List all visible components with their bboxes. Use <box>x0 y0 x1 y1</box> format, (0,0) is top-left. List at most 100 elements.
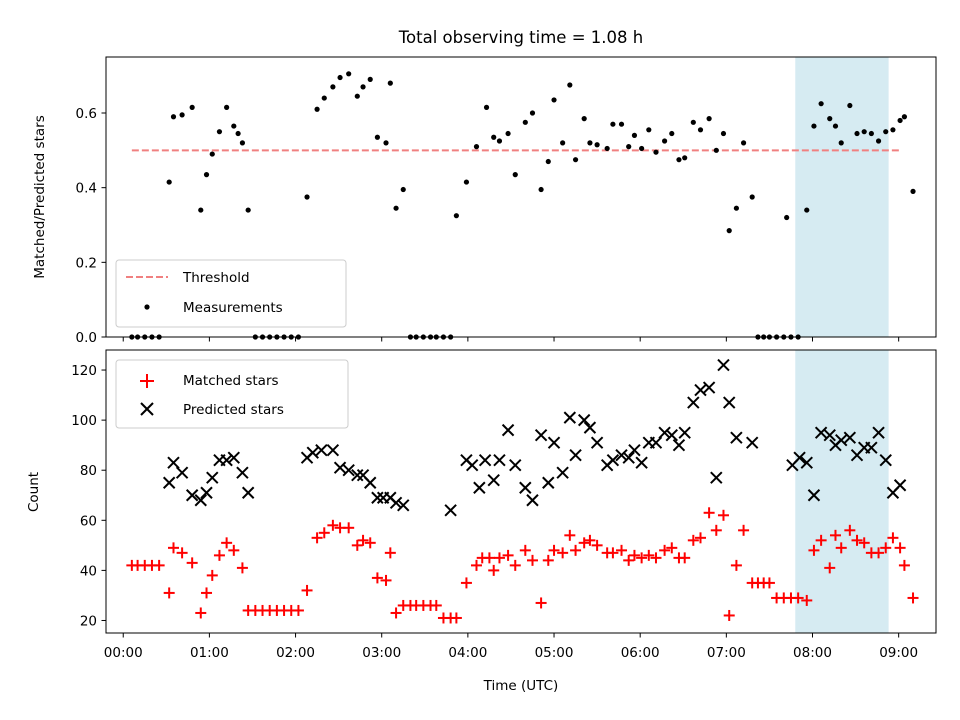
matched-star-point <box>801 594 813 606</box>
predicted-star-point <box>478 453 492 467</box>
bottom-y-axis-label: Count <box>26 472 42 512</box>
matched-star-point <box>659 544 671 556</box>
matched-star-point <box>694 532 706 544</box>
predicted-star-point <box>658 426 671 439</box>
matched-star-point <box>591 539 603 551</box>
matched-star-point <box>311 532 323 544</box>
x-tick-label: 01:00 <box>190 645 229 661</box>
matched-star-point <box>153 559 165 571</box>
x-tick-label: 07:00 <box>707 645 746 661</box>
matched-star-point <box>824 562 836 574</box>
top-axes-frame <box>105 56 937 338</box>
measurement-point <box>610 121 616 127</box>
predicted-star-point <box>333 461 347 474</box>
predicted-star-point <box>509 458 522 472</box>
top-legend: Threshold Measurements <box>115 259 347 328</box>
measurement-point <box>314 106 320 112</box>
predicted-star-point <box>606 453 620 467</box>
top-legend-box <box>115 259 347 328</box>
matched-stars-points <box>126 507 919 624</box>
measurement-point <box>910 188 916 194</box>
predicted-star-point <box>167 456 180 469</box>
predicted-star-point <box>241 486 255 499</box>
x-tick-label: 09:00 <box>879 645 918 661</box>
matched-star-point <box>195 607 207 619</box>
measurement-point <box>697 127 704 133</box>
measurement-point <box>713 147 719 153</box>
matched-star-point <box>835 542 847 554</box>
legend-measurements-label: Measurements <box>183 300 283 316</box>
measurement-point <box>198 207 204 213</box>
legend-predicted-swatch <box>140 402 154 416</box>
matched-star-point <box>390 607 402 619</box>
predicted-star-point <box>326 443 340 457</box>
measurement-point <box>496 138 503 144</box>
predicted-star-point <box>556 466 569 479</box>
measurement-point <box>512 172 518 178</box>
top-highlight-span <box>795 57 889 337</box>
predicted-star-point <box>723 396 736 409</box>
matched-star-point <box>564 529 576 541</box>
matched-star-point <box>450 612 462 624</box>
measurement-point <box>491 134 497 140</box>
matched-star-point <box>430 599 442 611</box>
measurement-point <box>453 213 459 219</box>
matched-star-point <box>526 554 538 566</box>
measurement-point <box>346 71 352 77</box>
measurement-point <box>337 74 343 81</box>
measurement-point <box>587 140 593 146</box>
bottom-legend-box <box>115 359 349 429</box>
predicted-star-point <box>519 481 532 494</box>
bottom-axes-frame <box>105 349 937 634</box>
top-y-axis-label: Matched/Predicted stars <box>32 115 48 278</box>
measurement-point <box>854 130 860 137</box>
matched-star-point <box>460 577 472 589</box>
predicted-star-point <box>702 381 716 394</box>
measurement-point <box>594 142 600 148</box>
measurement-point <box>639 145 645 152</box>
measurement-point <box>690 119 696 125</box>
bottom-y-tick-label: 20 <box>80 613 97 629</box>
matched-star-point <box>364 537 376 549</box>
matched-star-point <box>542 554 554 566</box>
measurement-point <box>231 123 237 129</box>
top-y-tick-label: 0.2 <box>76 255 97 271</box>
bottom-legend: Matched stars Predicted stars <box>115 359 349 429</box>
measurement-point <box>661 138 668 144</box>
predicted-star-point <box>672 438 686 452</box>
matched-star-point <box>557 547 569 559</box>
predicted-star-point <box>635 456 648 469</box>
legend-threshold-label: Threshold <box>182 270 250 286</box>
matched-star-point <box>176 547 188 559</box>
measurement-point <box>740 140 747 146</box>
matched-star-point <box>318 527 330 539</box>
predicted-star-point <box>717 358 730 372</box>
matched-star-point <box>327 519 339 531</box>
measurement-point <box>179 112 185 118</box>
predicted-star-point <box>227 451 241 464</box>
matched-star-point <box>384 547 396 559</box>
measurement-point <box>235 130 241 137</box>
matched-star-point <box>851 534 863 546</box>
matched-star-point <box>723 609 735 621</box>
matched-star-point <box>643 549 655 561</box>
predicted-star-point <box>236 466 249 479</box>
measurement-point <box>170 114 177 120</box>
predicted-star-point <box>807 489 821 502</box>
matched-star-point <box>371 572 383 584</box>
measurement-point <box>646 127 652 133</box>
measurement-point <box>733 205 739 211</box>
predicted-star-point <box>710 471 723 484</box>
top-y-tick-label: 0.0 <box>76 330 97 346</box>
measurement-point <box>861 129 867 135</box>
predicted-star-point <box>694 383 707 397</box>
matched-star-point <box>650 552 662 564</box>
predicted-star-point <box>823 428 836 442</box>
measurement-point <box>618 121 625 127</box>
top-y-tick-label: 0.6 <box>76 106 97 122</box>
matched-star-point <box>738 524 750 536</box>
measurement-point <box>400 186 406 193</box>
measurement-point <box>682 155 688 161</box>
matched-star-point <box>907 592 919 604</box>
measurement-point <box>374 134 381 140</box>
